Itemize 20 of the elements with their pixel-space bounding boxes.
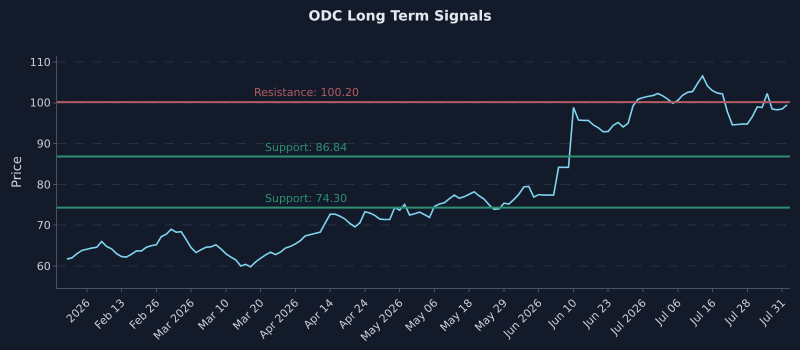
y-tick-label: 60	[36, 260, 51, 273]
x-tick-label: Feb 13	[92, 296, 128, 332]
x-tick-label: Jul 28	[722, 296, 754, 328]
x-tick-label: Jul 16	[686, 296, 719, 328]
y-axis-title: Price	[10, 156, 25, 188]
x-tick-label: Apr 14	[301, 296, 336, 332]
y-tick-label: 100	[30, 96, 51, 110]
x-tick-label: Jul 31	[756, 296, 788, 328]
ref-line-label: Resistance: 100.20	[254, 86, 359, 99]
y-tick-label: 90	[36, 138, 51, 151]
y-tick-label: 70	[36, 219, 51, 232]
ref-line-label: Support: 74.30	[265, 192, 348, 205]
y-tick-label: 110	[30, 56, 51, 69]
x-tick-label: Mar 10	[196, 296, 232, 333]
chart-title: ODC Long Term Signals	[308, 8, 492, 24]
y-tick-label: 80	[36, 178, 51, 192]
line-series	[66, 75, 788, 268]
x-tick-label: Jul 06	[652, 296, 684, 328]
ref-line-label: Support: 86.84	[265, 141, 348, 154]
x-tick-label: Jun 10	[545, 296, 580, 331]
